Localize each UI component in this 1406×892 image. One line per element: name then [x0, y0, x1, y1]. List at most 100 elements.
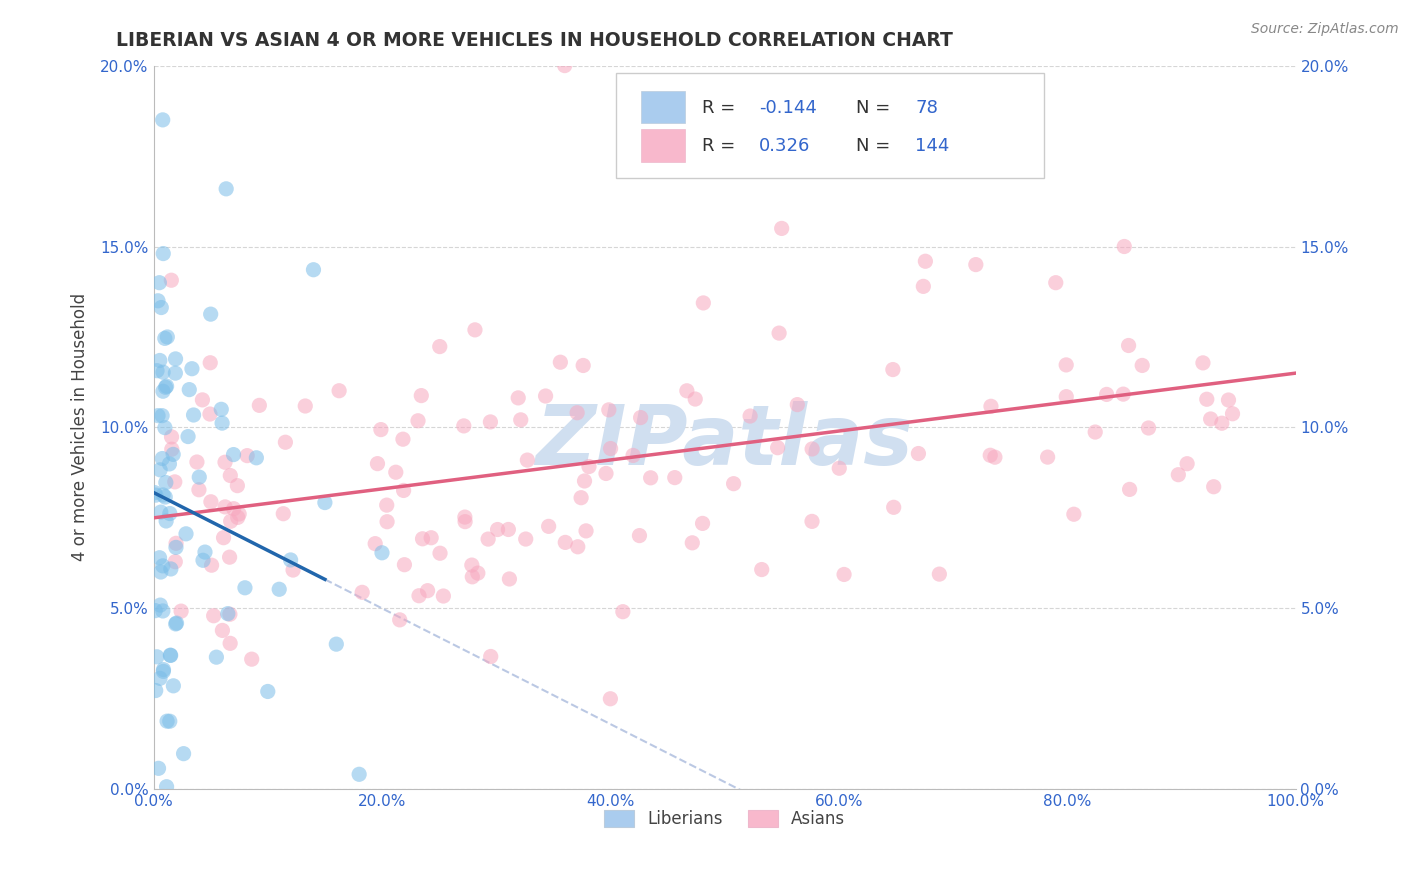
Point: [537, 519, 560, 533]
Point: [302, 262, 325, 277]
Point: [1195, 392, 1218, 407]
FancyBboxPatch shape: [641, 91, 685, 123]
Point: [479, 649, 502, 664]
Point: [152, 665, 174, 679]
Point: [165, 555, 187, 569]
Point: [882, 362, 904, 376]
Point: [1175, 457, 1198, 471]
Point: [149, 505, 172, 519]
Point: [165, 366, 187, 380]
Point: [165, 616, 187, 631]
Point: [200, 495, 222, 509]
FancyBboxPatch shape: [616, 73, 1045, 178]
Point: [984, 450, 1007, 465]
Point: [159, 714, 181, 729]
Point: [740, 409, 762, 423]
Point: [1114, 239, 1136, 253]
Point: [595, 467, 617, 481]
Point: [692, 516, 714, 531]
Point: [394, 558, 416, 572]
Point: [454, 515, 477, 529]
Point: [157, 457, 180, 471]
Point: [149, 598, 172, 612]
Point: [148, 550, 170, 565]
Point: [1167, 467, 1189, 482]
Text: ZIPatlas: ZIPatlas: [536, 401, 914, 483]
Point: [219, 514, 242, 528]
Point: [928, 567, 950, 582]
Point: [454, 510, 477, 524]
Point: [214, 455, 236, 469]
Point: [628, 528, 651, 542]
Point: [187, 483, 209, 497]
Point: [325, 637, 347, 651]
Text: Source: ZipAtlas.com: Source: ZipAtlas.com: [1251, 22, 1399, 37]
Point: [219, 607, 242, 622]
Point: [160, 442, 183, 457]
Point: [461, 570, 484, 584]
Point: [907, 446, 929, 460]
Point: [245, 450, 267, 465]
Text: N =: N =: [856, 99, 896, 117]
Point: [149, 671, 172, 685]
Point: [152, 365, 174, 379]
Point: [1192, 356, 1215, 370]
Point: [222, 448, 245, 462]
Point: [509, 413, 531, 427]
Text: N =: N =: [856, 136, 896, 155]
Point: [385, 465, 408, 479]
Text: R =: R =: [702, 99, 741, 117]
Point: [912, 279, 935, 293]
Point: [1199, 412, 1222, 426]
Point: [177, 429, 200, 443]
Point: [1218, 392, 1240, 407]
Point: [352, 585, 374, 599]
Point: [200, 558, 222, 573]
Point: [149, 565, 172, 579]
Point: [550, 355, 572, 369]
Point: [219, 636, 242, 650]
Point: [408, 589, 430, 603]
Point: [406, 414, 429, 428]
Point: [486, 523, 509, 537]
Point: [392, 483, 415, 498]
Point: [200, 356, 222, 370]
Point: [554, 59, 576, 73]
Point: [723, 476, 745, 491]
Point: [464, 323, 486, 337]
Text: 144: 144: [915, 136, 949, 155]
Point: [534, 389, 557, 403]
Point: [145, 683, 167, 698]
Point: [155, 514, 177, 528]
Point: [411, 388, 433, 402]
Point: [572, 359, 595, 373]
Point: [198, 407, 221, 421]
Point: [599, 442, 621, 456]
Point: [1202, 480, 1225, 494]
Point: [498, 572, 520, 586]
Point: [980, 399, 1002, 413]
Point: [146, 409, 169, 423]
Point: [153, 331, 176, 345]
Y-axis label: 4 or more Vehicles in Household: 4 or more Vehicles in Household: [72, 293, 89, 561]
Point: [152, 663, 174, 677]
Point: [145, 488, 167, 502]
Point: [567, 540, 589, 554]
Point: [429, 546, 451, 560]
Point: [1036, 450, 1059, 464]
Point: [801, 515, 824, 529]
Point: [412, 532, 434, 546]
Point: [155, 380, 177, 394]
Point: [150, 451, 173, 466]
Point: [453, 418, 475, 433]
Point: [366, 457, 388, 471]
Point: [152, 488, 174, 502]
Point: [681, 536, 703, 550]
Point: [281, 563, 304, 577]
Point: [508, 391, 530, 405]
Point: [420, 531, 443, 545]
Point: [170, 604, 193, 618]
Point: [1054, 390, 1077, 404]
Point: [280, 553, 302, 567]
Point: [569, 491, 592, 505]
